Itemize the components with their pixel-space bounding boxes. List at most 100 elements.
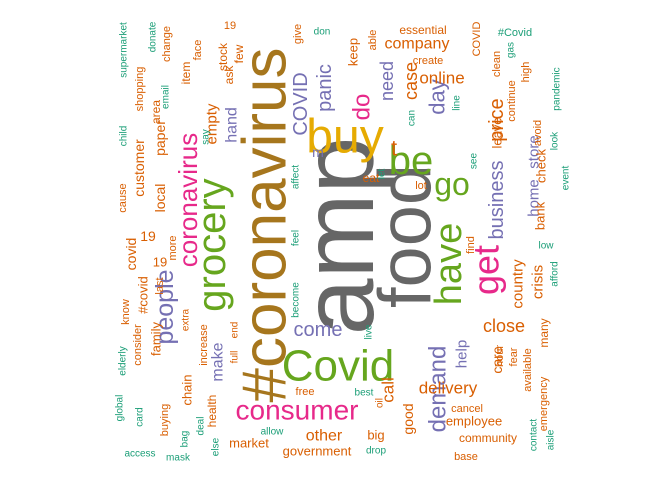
word-clean-81: clean: [491, 51, 503, 77]
word-afford-129: afford: [550, 261, 561, 286]
word-help-33: help: [454, 340, 471, 368]
word-other-32: other: [306, 428, 343, 445]
word-item-62: item: [179, 62, 193, 85]
word-able-88: able: [367, 30, 379, 51]
word-contact-132: contact: [529, 419, 540, 451]
word-buy-3: buy: [306, 111, 383, 164]
word-family-48: family: [149, 322, 164, 356]
word-can-122: can: [407, 110, 418, 126]
word-essential-57: essential: [399, 23, 446, 37]
word-see-125: see: [469, 153, 480, 170]
word-crisis-43: crisis: [530, 265, 547, 299]
word-supermarket-101: supermarket: [119, 22, 130, 78]
word-few-61: few: [232, 44, 246, 63]
word-oil-99: oil: [375, 398, 386, 408]
word-country-42: country: [510, 259, 527, 309]
word-card-108: card: [135, 407, 146, 426]
word-say-105: say: [201, 129, 212, 145]
word-be-7: be: [389, 139, 434, 183]
word-look-127: look: [550, 131, 561, 150]
word-need-24: need: [377, 61, 397, 101]
word-company-26: company: [385, 36, 450, 53]
word-mask-111: mask: [166, 453, 191, 464]
word-covid-40: #covid: [136, 276, 151, 314]
word-call-31: call: [379, 377, 398, 403]
word-fear-75: fear: [508, 347, 520, 366]
word-health-68: health: [205, 395, 219, 428]
word-do-15: do: [349, 94, 376, 121]
word-care-53: care: [489, 346, 505, 373]
word-drop-116: drop: [366, 446, 386, 457]
word-email-103: email: [161, 85, 172, 109]
word-event-126: event: [561, 166, 572, 191]
word-coronavirus-2: #coronavirus: [231, 48, 300, 403]
word-stock-60: stock: [216, 42, 230, 71]
word-become-119: become: [291, 282, 302, 318]
word-good-45: good: [400, 403, 416, 434]
word-demand-13: demand: [425, 346, 452, 433]
word-bank-55: bank: [533, 201, 548, 230]
word-base-73: base: [454, 451, 478, 463]
word-covid-100: #Covid: [498, 27, 532, 39]
word-community-71: community: [459, 431, 517, 445]
word-don-121: don: [314, 27, 331, 38]
word-19-39: 19: [140, 228, 156, 244]
word-customer-37: customer: [131, 139, 147, 197]
word-end-95: end: [230, 322, 241, 339]
word-covid-83: COVID: [471, 22, 483, 57]
word-paper-35: paper: [152, 120, 168, 156]
word-change-89: change: [161, 26, 173, 62]
word-elderly-106: elderly: [118, 346, 129, 375]
word-leave-54: leave: [490, 117, 505, 148]
word-go-9: go: [434, 166, 470, 202]
word-come-18: come: [294, 319, 343, 341]
word-day-16: day: [425, 79, 450, 114]
word-face-85: face: [192, 40, 204, 61]
word-government-51: government: [283, 444, 352, 459]
word-live-117: live: [364, 324, 375, 339]
word-let-123: let: [377, 168, 388, 179]
word-employee-52: employee: [446, 414, 502, 429]
word-avoid-79: avoid: [532, 120, 544, 146]
word-else-113: else: [211, 437, 222, 456]
word-donate-102: donate: [148, 21, 159, 52]
word-lot-70: lot: [415, 180, 427, 192]
word-have-6: have: [428, 223, 470, 305]
word-best-115: best: [355, 388, 374, 399]
word-continue-80: continue: [506, 80, 518, 122]
word-people-12: people: [151, 269, 179, 344]
word-get-8: get: [466, 245, 507, 295]
word-extra-98: extra: [181, 308, 192, 331]
word-check-56: check: [534, 149, 549, 183]
word-increase-93: increase: [198, 324, 210, 366]
word-eat-69: eat: [363, 171, 380, 185]
word-create-84: create: [413, 55, 444, 67]
word-hand-30: hand: [224, 107, 241, 143]
word-feel-118: feel: [291, 230, 302, 246]
word-online-23: online: [419, 69, 464, 88]
word-many-76: many: [537, 318, 551, 347]
word-home-27: home: [526, 179, 543, 217]
word-store-28: store: [526, 135, 543, 168]
word-consumer-10: consumer: [236, 395, 359, 426]
word-19-86: 19: [224, 20, 236, 32]
word-more-67: more: [167, 235, 179, 260]
word-covid-4: Covid: [282, 342, 395, 391]
word-consider-91: consider: [132, 324, 144, 366]
word-empty-36: empty: [204, 103, 221, 144]
word-gas-130: gas: [506, 42, 517, 58]
word-aisle-133: aisle: [546, 429, 557, 450]
word-access-110: access: [124, 449, 155, 460]
word-close-20: close: [483, 316, 525, 336]
word-big-58: big: [367, 428, 384, 443]
word-covid-38: covid: [123, 238, 139, 271]
word-business-19: business: [486, 161, 508, 240]
word-market-50: market: [229, 436, 269, 451]
word-grocery-5: grocery: [190, 178, 234, 311]
word-area-63: area: [149, 100, 163, 124]
word-covid-14: COVID: [290, 72, 312, 135]
word-emergency-78: emergency: [538, 376, 550, 431]
word-child-104: child: [119, 126, 130, 147]
word-price-21: price: [486, 98, 508, 141]
